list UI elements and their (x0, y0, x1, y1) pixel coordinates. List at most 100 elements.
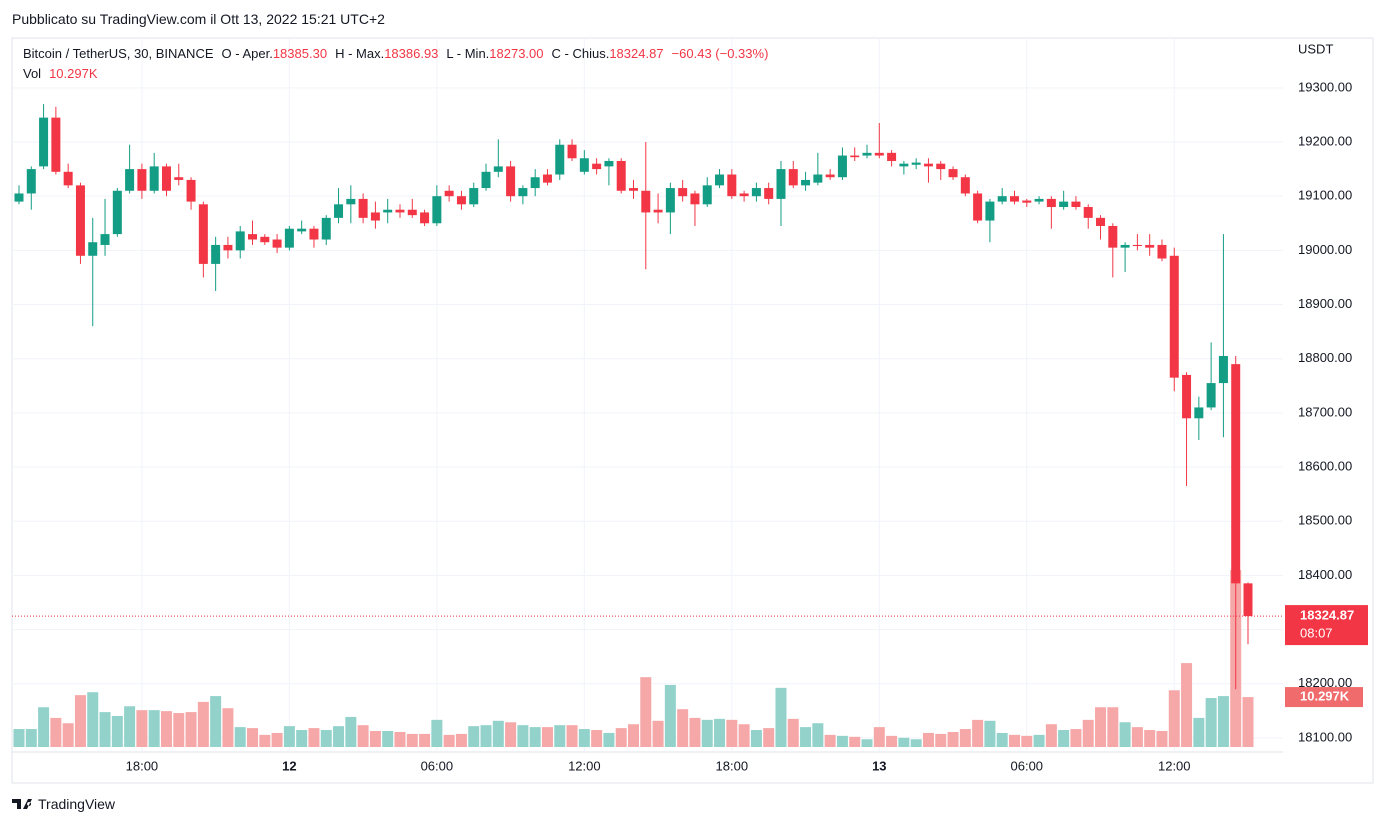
volume-bar (455, 733, 467, 747)
candle-body (825, 174, 835, 178)
volume-bar (505, 722, 517, 747)
candle-body (51, 117, 61, 172)
candle-body (530, 177, 540, 189)
candle-body (260, 236, 270, 243)
volume-bar (996, 732, 1008, 747)
y-axis-label: USDT (1298, 41, 1333, 56)
volume-bar (775, 687, 787, 747)
candle-body (1046, 198, 1056, 208)
volume-bar (984, 720, 996, 747)
volume-bar (1021, 735, 1033, 747)
candle-body (690, 193, 700, 205)
candle-body (702, 185, 712, 205)
volume-bar (1058, 730, 1070, 747)
candle-body (727, 174, 737, 197)
volume-bar (468, 726, 480, 747)
candle-body (125, 169, 135, 191)
volume-bar (480, 725, 492, 747)
volume-bar (972, 719, 984, 747)
volume-bar (738, 724, 750, 747)
high-label: H - Max. (335, 46, 385, 61)
volume-bar (87, 692, 99, 747)
candle-body (678, 188, 688, 197)
volume-tag-value: 10.297K (1300, 689, 1350, 704)
brand-logo (12, 799, 32, 809)
candle-body (1120, 244, 1130, 248)
candle-body (481, 171, 491, 189)
candle-body (174, 177, 184, 180)
volume-bar (124, 706, 136, 747)
volume-bar (910, 739, 922, 747)
volume-bar (382, 730, 394, 747)
candle-body (764, 188, 774, 199)
volume-value: 10.297K (49, 66, 98, 81)
volume-bar (861, 739, 873, 747)
candle-body (358, 198, 368, 218)
volume-bar (1205, 698, 1217, 747)
x-tick-label: 12:00 (568, 758, 601, 773)
volume-bar (25, 729, 37, 747)
candle-body (211, 244, 221, 264)
candle-body (456, 196, 466, 205)
volume-bar (1168, 690, 1180, 747)
volume-bar (419, 733, 431, 747)
volume-bar (689, 717, 701, 747)
y-tick-label: 19200.00 (1298, 133, 1352, 148)
y-tick-label: 18100.00 (1298, 729, 1352, 744)
volume-bar (750, 730, 762, 747)
x-tick-label: 13 (872, 758, 886, 773)
candle-body (641, 190, 651, 213)
y-tick-label: 18600.00 (1298, 458, 1352, 473)
candle-body (321, 217, 331, 240)
candle-body (383, 209, 393, 213)
candle-body (346, 198, 356, 205)
volume-bar (787, 718, 799, 747)
high-value: 18386.93 (384, 46, 439, 61)
volume-bar (726, 719, 738, 747)
candle-body (899, 163, 909, 167)
volume-bar (824, 734, 836, 747)
volume-legend: Vol 10.297K (23, 66, 102, 81)
candle-body (604, 160, 614, 167)
candle-body (137, 169, 147, 191)
low-value: 18273.00 (489, 46, 544, 61)
candle-body (874, 152, 884, 156)
y-tick-label: 18700.00 (1298, 404, 1352, 419)
volume-bar (947, 731, 959, 747)
volume-bar (1045, 724, 1057, 747)
candle-body (75, 185, 85, 256)
candle-body (850, 155, 860, 158)
volume-bar (271, 732, 283, 747)
volume-bar (664, 684, 676, 747)
volume-bar (234, 727, 246, 747)
volume-bar (566, 725, 578, 747)
volume-bar (74, 695, 86, 747)
candle-body (665, 188, 675, 213)
volume-bar (529, 727, 541, 747)
candle-body (985, 201, 995, 221)
candle-body (555, 144, 565, 175)
candle-body (518, 188, 528, 197)
candle-body (39, 117, 49, 167)
published: Pubblicato su TradingView.com il Ott 13,… (12, 11, 385, 27)
candle-body (284, 228, 294, 248)
candle-body (567, 144, 577, 159)
open-value: 18385.30 (272, 46, 328, 61)
volume-bar (406, 733, 418, 747)
volume-bar (1181, 663, 1193, 747)
candle-body (592, 163, 602, 170)
volume-bar (357, 725, 369, 747)
volume-bar (615, 728, 627, 747)
candle-body (493, 166, 503, 172)
brand: TradingView (12, 796, 115, 812)
candle-body (272, 239, 282, 248)
candle-body (149, 166, 159, 191)
volume-bar (640, 677, 652, 747)
volume-bar (1095, 707, 1107, 747)
volume-bar (1193, 717, 1205, 747)
y-tick-label: 18800.00 (1298, 350, 1352, 365)
candle-body (936, 163, 946, 170)
volume-bar (1217, 696, 1229, 747)
close-value: 18324.87 (609, 46, 664, 61)
volume-tag (1285, 687, 1363, 708)
